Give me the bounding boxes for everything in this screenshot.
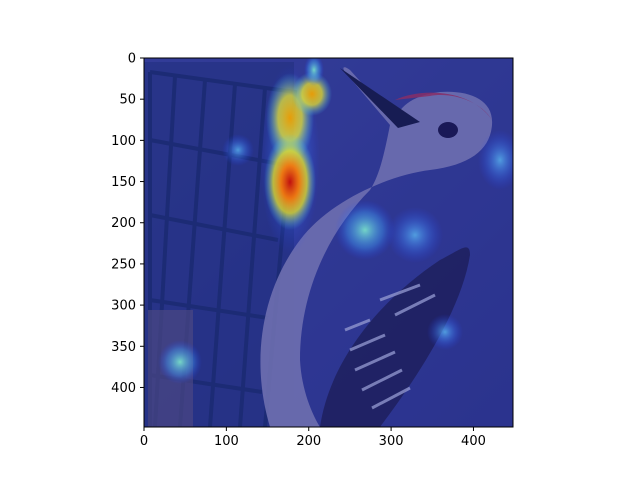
x-tick-label: 400 [461, 434, 486, 449]
image-panel [144, 58, 513, 427]
heatmap-overlay [144, 58, 513, 427]
axes-frame [143, 57, 514, 428]
x-tick-label: 100 [214, 434, 239, 449]
y-tick-label: 50 [119, 93, 136, 108]
x-tick-label: 0 [140, 434, 148, 449]
y-tick-label: 400 [111, 381, 136, 396]
x-axis: 0 100 200 300 400 [140, 427, 486, 449]
y-axis: 0 50 100 150 200 250 300 350 400 [111, 52, 144, 396]
x-tick-label: 300 [379, 434, 404, 449]
y-tick-label: 200 [111, 216, 136, 231]
woodpecker-icon [260, 67, 493, 427]
y-tick-label: 350 [111, 340, 136, 355]
y-tick-label: 0 [128, 52, 136, 67]
x-tick-label: 200 [296, 434, 321, 449]
y-tick-label: 300 [111, 299, 136, 314]
y-tick-label: 150 [111, 175, 136, 190]
y-tick-label: 100 [111, 134, 136, 149]
y-tick-label: 250 [111, 257, 136, 272]
